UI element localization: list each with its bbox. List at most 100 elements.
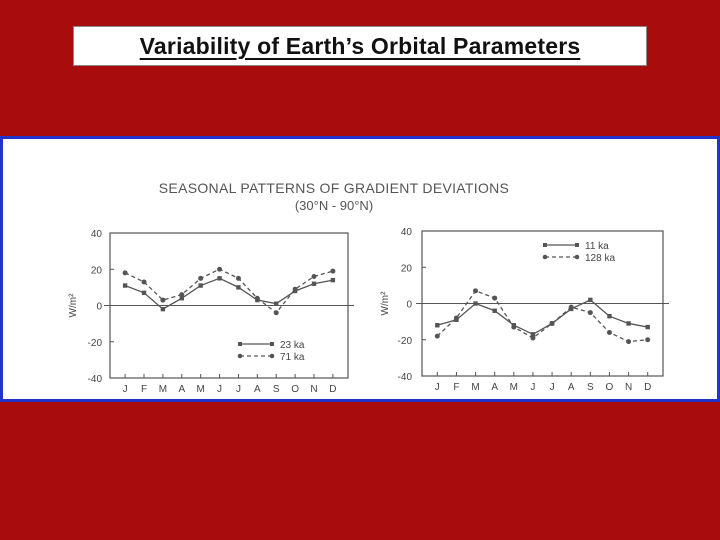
series-line-23-ka <box>124 277 334 310</box>
legend-marker <box>575 243 579 247</box>
y-tick-label: -40 <box>398 372 413 383</box>
data-point <box>435 323 440 328</box>
x-tick-label: J <box>530 382 535 393</box>
data-point <box>549 320 555 326</box>
data-point <box>530 335 536 341</box>
legend-marker <box>574 254 580 260</box>
x-tick-label: D <box>644 382 651 393</box>
data-point <box>606 330 612 335</box>
data-point <box>330 277 336 283</box>
x-tick-label: A <box>491 382 498 393</box>
data-point <box>588 297 593 303</box>
data-point <box>626 321 631 326</box>
data-point <box>198 275 204 281</box>
y-axis-label: W/m² <box>380 291 391 316</box>
data-point <box>511 324 517 330</box>
legend-label: 23 ka <box>280 340 305 351</box>
x-tick-label: N <box>625 382 632 393</box>
x-tick-label: S <box>587 382 594 393</box>
legend-marker <box>238 342 242 346</box>
data-point <box>236 285 241 290</box>
figure-panel: SEASONAL PATTERNS OF GRADIENT DEVIATIONS… <box>0 136 720 402</box>
y-axis-label: W/m² <box>68 293 79 318</box>
data-point <box>530 332 536 337</box>
y-tick-label: -20 <box>398 336 413 347</box>
figure-heading: SEASONAL PATTERNS OF GRADIENT DEVIATIONS <box>158 180 510 196</box>
data-point <box>330 268 336 274</box>
data-point <box>492 295 498 301</box>
x-tick-label: F <box>141 384 147 395</box>
data-point <box>217 276 222 281</box>
x-tick-label: M <box>510 382 518 393</box>
x-tick-label: O <box>291 384 299 395</box>
x-tick-label: J <box>217 384 222 395</box>
legend-label: 128 ka <box>585 253 615 264</box>
x-tick-label: J <box>550 382 555 393</box>
series-line-11-ka <box>437 299 648 336</box>
legend-marker <box>543 243 547 247</box>
data-point <box>492 308 497 313</box>
y-tick-label: 20 <box>91 265 103 276</box>
data-point <box>235 275 241 281</box>
y-tick-label: -40 <box>88 374 103 385</box>
slide-title-box: Variability of Earth’s Orbital Parameter… <box>73 26 647 66</box>
x-tick-label: N <box>310 384 317 395</box>
data-point <box>274 301 279 306</box>
x-tick-label: J <box>435 382 440 393</box>
x-tick-label: A <box>178 384 185 395</box>
series-line-128-ka <box>436 290 648 343</box>
data-point <box>473 288 479 294</box>
data-point <box>311 281 317 286</box>
y-tick-label: 0 <box>96 302 102 313</box>
x-tick-label: O <box>606 382 614 393</box>
data-point <box>179 296 184 301</box>
data-point <box>587 310 593 316</box>
y-tick-label: -20 <box>88 338 103 349</box>
y-tick-label: 40 <box>91 229 103 240</box>
data-point <box>645 337 651 343</box>
data-point <box>607 313 612 319</box>
legend-marker <box>270 342 274 346</box>
x-tick-label: A <box>254 384 261 395</box>
y-tick-label: 0 <box>406 300 412 311</box>
y-tick-label: 20 <box>401 263 413 274</box>
data-point <box>645 324 650 330</box>
x-tick-label: M <box>471 382 479 393</box>
x-tick-label: M <box>159 384 167 395</box>
x-tick-label: J <box>236 384 241 395</box>
x-tick-label: S <box>273 384 280 395</box>
data-point <box>453 315 459 321</box>
data-point <box>198 283 203 288</box>
legend-label: 71 ka <box>280 352 305 363</box>
x-tick-label: J <box>123 384 128 395</box>
data-point <box>160 306 166 312</box>
legend-marker <box>237 353 243 359</box>
data-point <box>141 290 147 296</box>
data-point <box>273 310 279 316</box>
data-point <box>254 295 260 301</box>
data-point <box>122 283 128 288</box>
y-tick-label: 40 <box>401 227 413 238</box>
series-line-71-ka <box>124 268 334 314</box>
x-tick-label: F <box>453 382 459 393</box>
data-point <box>179 292 185 298</box>
data-point <box>568 304 574 310</box>
legend-marker <box>269 353 275 359</box>
x-tick-label: M <box>196 384 204 395</box>
data-point <box>311 274 317 279</box>
x-tick-label: D <box>329 384 336 395</box>
data-point <box>434 333 440 339</box>
data-point <box>473 301 478 306</box>
data-point <box>292 286 298 292</box>
legend-marker <box>542 254 548 260</box>
data-point <box>122 270 128 276</box>
data-point <box>217 266 223 272</box>
data-point <box>626 339 632 345</box>
data-point <box>160 297 166 303</box>
slide-title: Variability of Earth’s Orbital Parameter… <box>139 32 581 59</box>
x-tick-label: A <box>568 382 575 393</box>
data-point <box>141 279 147 285</box>
legend-label: 11 ka <box>585 241 609 252</box>
figure-subheading: (30°N - 90°N) <box>294 198 374 213</box>
